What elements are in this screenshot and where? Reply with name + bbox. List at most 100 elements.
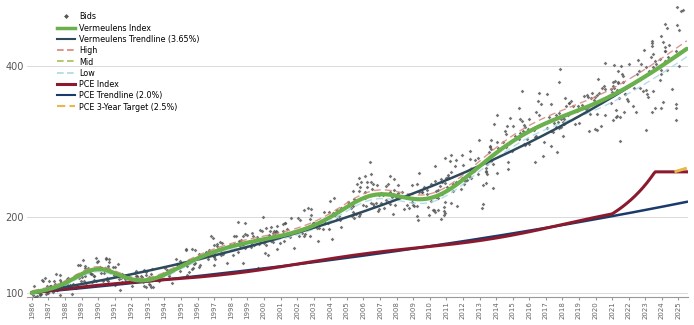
Point <box>572 109 583 114</box>
Point <box>127 278 138 283</box>
Point <box>292 216 303 221</box>
Point <box>464 149 475 154</box>
Point <box>78 257 89 262</box>
Point <box>187 266 198 272</box>
Point <box>74 271 85 276</box>
Point <box>62 285 74 290</box>
Point <box>647 38 658 44</box>
Point <box>530 134 541 139</box>
Point <box>272 230 283 235</box>
Point <box>127 284 138 289</box>
Point <box>677 8 688 13</box>
Point <box>612 80 623 85</box>
Point <box>307 220 319 226</box>
Point <box>40 276 51 281</box>
Point <box>436 216 447 221</box>
Point <box>355 179 366 184</box>
Point <box>585 111 596 116</box>
Point <box>618 109 629 114</box>
Point <box>28 283 40 288</box>
Point <box>183 257 194 262</box>
Point <box>597 85 608 90</box>
Point <box>209 242 220 248</box>
Point <box>54 284 65 289</box>
Point <box>89 274 100 279</box>
Point <box>228 253 239 258</box>
Point <box>591 112 602 117</box>
Point <box>472 171 483 176</box>
Point <box>456 176 467 181</box>
Point <box>630 110 641 115</box>
Point <box>305 217 316 222</box>
Point <box>335 224 346 229</box>
Point <box>620 84 632 90</box>
Point <box>81 280 92 285</box>
Point <box>367 182 378 187</box>
Point <box>80 274 91 279</box>
Point <box>234 241 245 247</box>
Point <box>586 95 597 100</box>
Point <box>529 127 540 133</box>
Point <box>481 169 492 175</box>
Point <box>473 155 484 160</box>
Point <box>239 231 251 237</box>
Point <box>95 264 106 269</box>
Point <box>270 230 281 235</box>
Point <box>369 203 380 208</box>
Point <box>371 183 382 188</box>
Point <box>365 179 376 184</box>
Point <box>124 279 135 284</box>
Point <box>32 289 43 294</box>
Point <box>190 247 201 252</box>
Point <box>442 173 453 178</box>
Point <box>557 133 568 138</box>
Point <box>148 284 159 289</box>
Point <box>643 69 654 74</box>
Point <box>386 195 397 200</box>
Point <box>203 247 214 253</box>
Point <box>659 58 670 63</box>
Point <box>108 273 119 278</box>
Point <box>209 254 220 259</box>
Point <box>53 284 64 289</box>
Point <box>558 117 569 122</box>
Point <box>146 271 157 276</box>
Point <box>147 266 158 272</box>
Point <box>426 194 437 200</box>
Point <box>611 87 623 93</box>
Point <box>322 221 333 226</box>
Point <box>131 274 142 280</box>
Point <box>648 65 659 70</box>
Point <box>660 48 671 53</box>
Point <box>86 268 97 273</box>
Point <box>78 278 90 283</box>
Point <box>217 252 228 257</box>
Point <box>553 110 564 115</box>
Point <box>271 228 282 233</box>
Point <box>99 266 110 271</box>
Point <box>323 210 335 215</box>
Point <box>246 230 257 235</box>
Point <box>121 278 132 283</box>
Point <box>65 282 76 287</box>
Point <box>442 174 453 179</box>
Point <box>194 251 205 256</box>
Point <box>673 27 684 32</box>
Point <box>347 209 358 215</box>
Point <box>532 98 543 103</box>
Point <box>480 166 491 171</box>
Point <box>155 273 167 278</box>
Point <box>211 241 222 246</box>
Point <box>566 98 577 103</box>
Point <box>354 188 365 193</box>
Point <box>487 162 498 167</box>
Point <box>452 203 463 208</box>
Point <box>378 192 389 198</box>
Point <box>235 237 246 242</box>
Point <box>251 234 262 239</box>
Point <box>173 264 184 269</box>
Point <box>400 195 412 200</box>
Point <box>555 67 566 72</box>
Point <box>359 189 370 194</box>
Point <box>364 159 375 164</box>
